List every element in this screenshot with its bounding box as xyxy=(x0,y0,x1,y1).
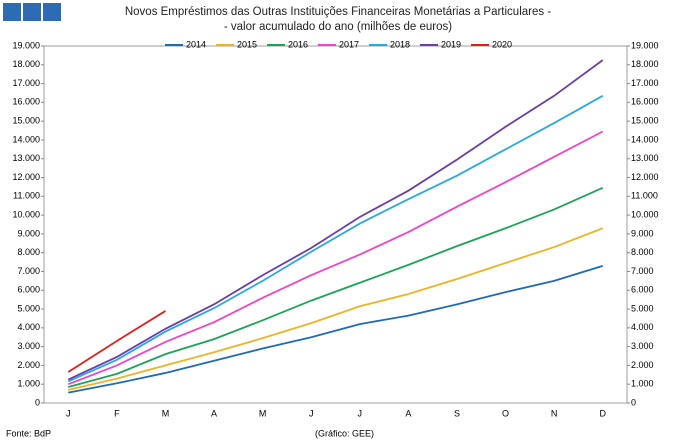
y-tick-label: 19.000 xyxy=(12,40,40,50)
x-tick-label: F xyxy=(114,408,120,418)
y2-tick-label: 1.000 xyxy=(631,379,654,389)
y-tick-label: 15.000 xyxy=(12,116,40,126)
x-tick-label: S xyxy=(454,408,460,418)
y-tick-label: 18.000 xyxy=(12,59,40,69)
y-tick-label: 11.000 xyxy=(13,191,40,201)
legend-label: 2014 xyxy=(186,39,206,49)
line-series xyxy=(68,187,604,388)
line-series xyxy=(67,310,166,373)
y-tick-label: 0 xyxy=(35,397,40,407)
y2-tick-label: 7.000 xyxy=(631,266,654,276)
y2-tick-label: 12.000 xyxy=(631,172,659,182)
chart-title: Novos Empréstimos das Outras Instituiçõe… xyxy=(125,6,551,18)
x-tick-label: N xyxy=(551,408,558,418)
y-tick-label: 7.000 xyxy=(17,266,40,276)
y-tick-label: 16.000 xyxy=(12,97,40,107)
y-tick-label: 10.000 xyxy=(12,209,40,219)
y2-tick-label: 6.000 xyxy=(631,285,654,295)
credit: (Gráfico: GEE) xyxy=(315,428,374,438)
x-tick-label: M xyxy=(162,408,170,418)
x-tick-label: D xyxy=(599,408,606,418)
logo-square xyxy=(3,3,21,21)
y2-tick-label: 13.000 xyxy=(631,153,659,163)
y2-tick-label: 5.000 xyxy=(631,303,654,313)
y-tick-label: 12.000 xyxy=(12,172,40,182)
x-tick-label: A xyxy=(405,408,411,418)
y2-tick-label: 19.000 xyxy=(631,40,659,50)
y-tick-label: 1.000 xyxy=(17,379,40,389)
source: Fonte: BdP xyxy=(6,428,51,438)
x-tick-label: J xyxy=(309,408,314,418)
y-tick-label: 14.000 xyxy=(12,134,40,144)
y-tick-label: 5.000 xyxy=(17,303,40,313)
logo-square xyxy=(43,3,61,21)
y2-tick-label: 17.000 xyxy=(631,78,659,88)
y-tick-label: 3.000 xyxy=(17,341,40,351)
y-tick-label: 6.000 xyxy=(17,285,40,295)
y2-tick-label: 2.000 xyxy=(631,360,654,370)
x-tick-label: A xyxy=(211,408,217,418)
y2-tick-label: 0 xyxy=(631,397,636,407)
y2-tick-label: 15.000 xyxy=(631,116,659,126)
y2-tick-label: 10.000 xyxy=(631,209,659,219)
y2-tick-label: 8.000 xyxy=(631,247,654,257)
y2-tick-label: 9.000 xyxy=(631,228,654,238)
legend-label: 2016 xyxy=(288,39,308,49)
line-series xyxy=(67,59,604,381)
x-tick-label: M xyxy=(259,408,267,418)
y2-tick-label: 16.000 xyxy=(631,97,659,107)
y-tick-label: 9.000 xyxy=(17,228,40,238)
line-series xyxy=(67,95,604,383)
legend-label: 2020 xyxy=(492,39,512,49)
y2-tick-label: 3.000 xyxy=(631,341,654,351)
line-series xyxy=(68,227,604,391)
legend-label: 2018 xyxy=(390,39,410,49)
chart-subtitle: - valor acumulado do ano (milhões de eur… xyxy=(224,21,452,33)
line-series xyxy=(67,130,604,386)
legend-label: 2019 xyxy=(441,39,461,49)
y-tick-label: 13.000 xyxy=(12,153,40,163)
y-tick-label: 2.000 xyxy=(17,360,40,370)
legend-label: 2017 xyxy=(339,39,359,49)
y-tick-label: 17.000 xyxy=(12,78,40,88)
x-tick-label: J xyxy=(358,408,363,418)
y2-tick-label: 18.000 xyxy=(631,59,659,69)
logo-square xyxy=(23,3,41,21)
legend-label: 2015 xyxy=(237,39,257,49)
y2-tick-label: 4.000 xyxy=(631,322,654,332)
y-tick-label: 8.000 xyxy=(17,247,40,257)
x-tick-label: J xyxy=(66,408,71,418)
line-series xyxy=(68,264,603,394)
x-tick-label: O xyxy=(502,408,509,418)
y2-tick-label: 14.000 xyxy=(631,134,659,144)
y2-tick-label: 11.000 xyxy=(631,191,658,201)
y-tick-label: 4.000 xyxy=(17,322,40,332)
